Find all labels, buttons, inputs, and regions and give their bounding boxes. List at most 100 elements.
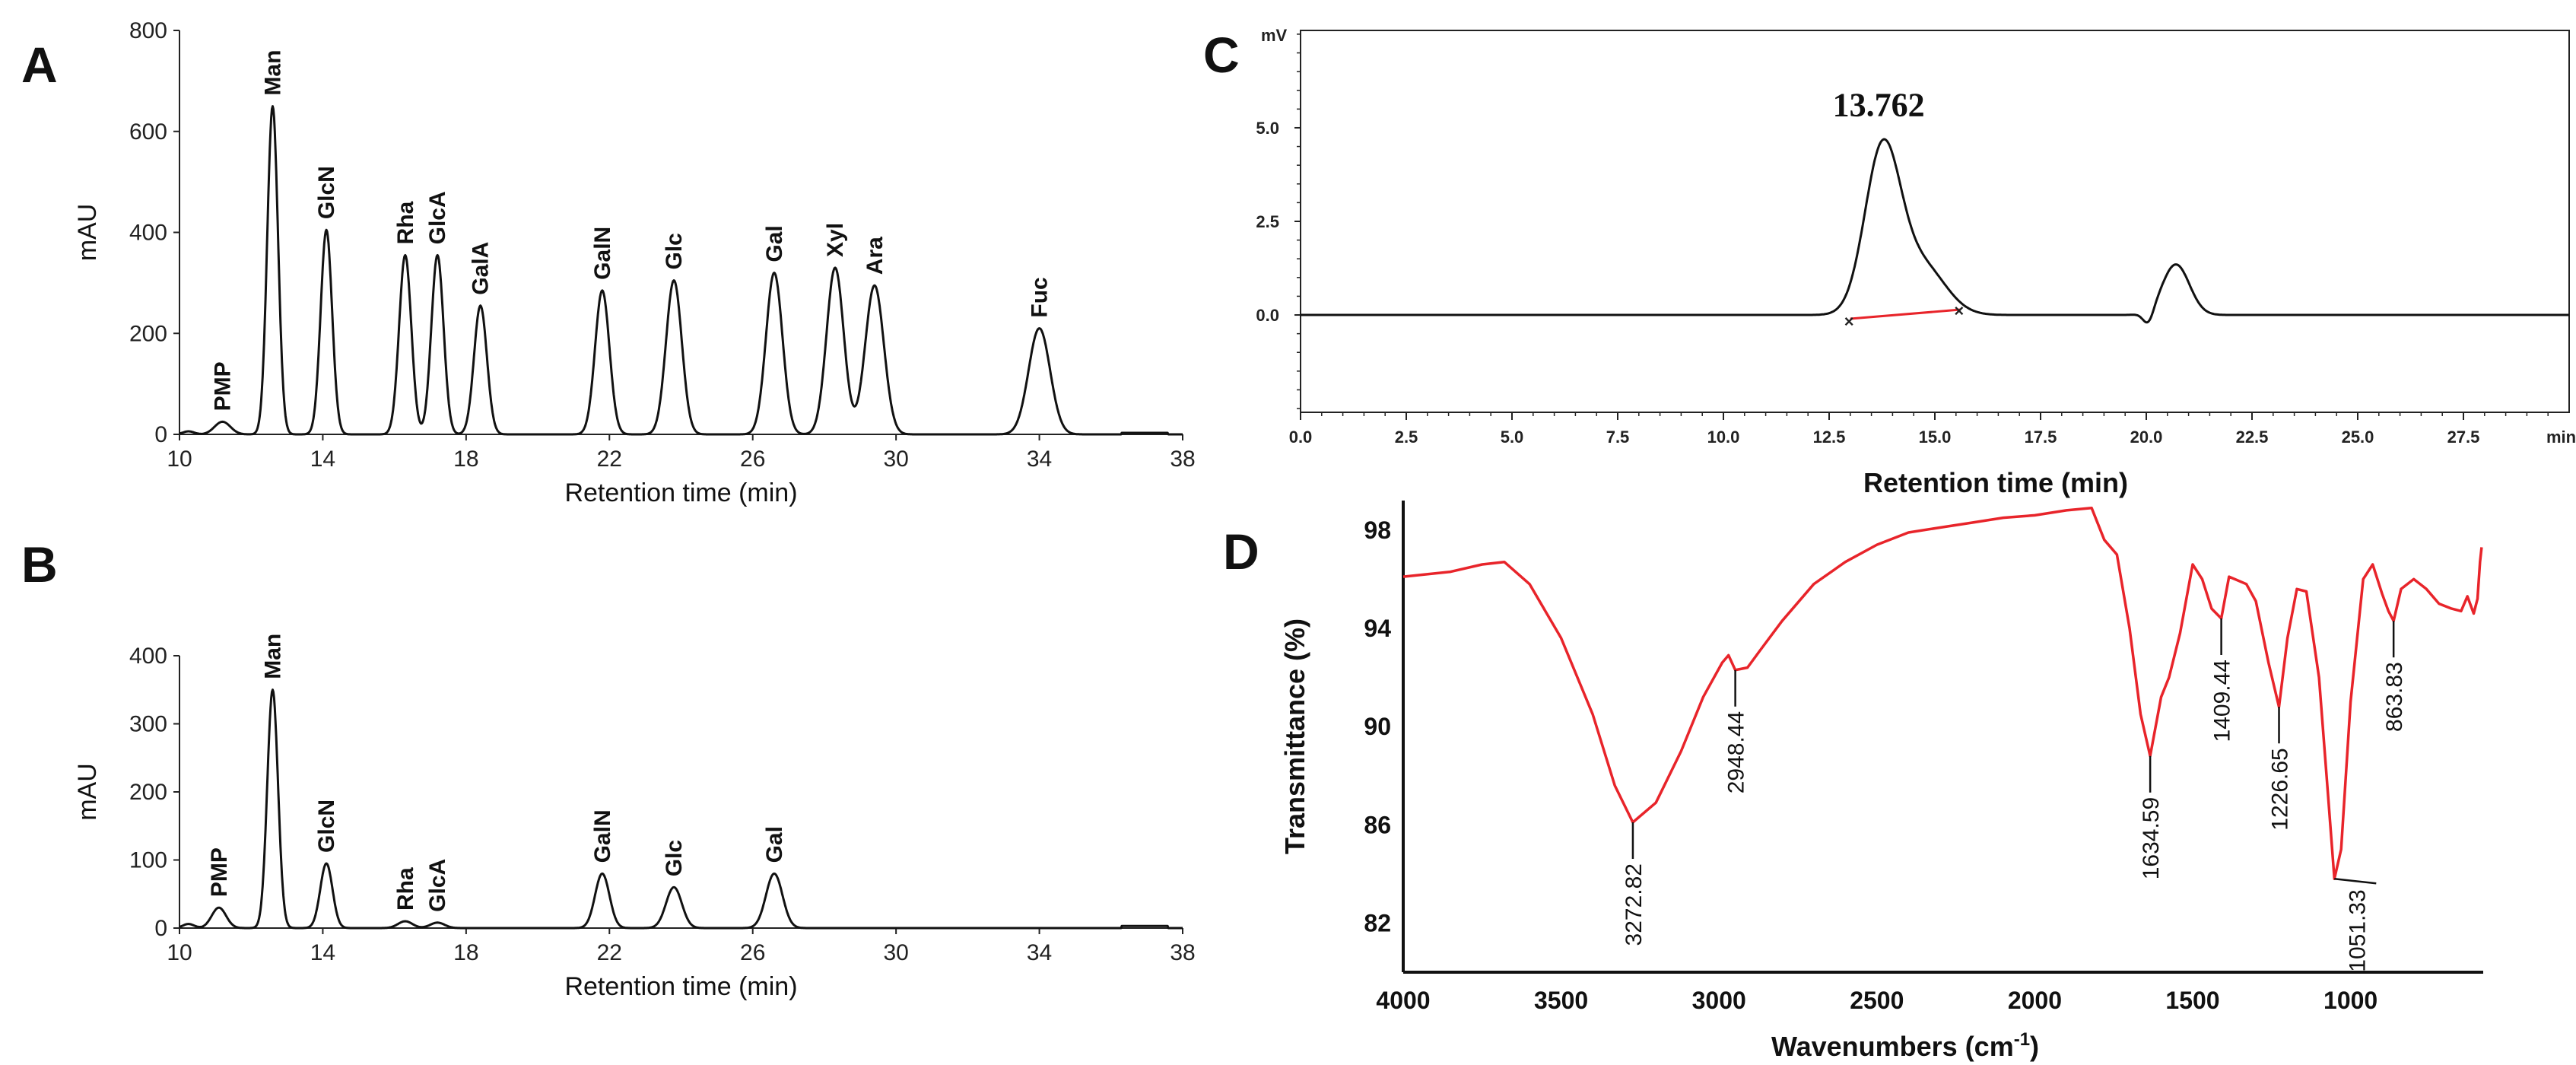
peak-label-gala: GalA: [469, 242, 494, 295]
peak-label-man: Man: [260, 634, 285, 679]
y-tick-label: 200: [129, 780, 167, 805]
x-tick-label: 18: [453, 940, 478, 965]
x-tick-label: 1000: [2323, 987, 2377, 1014]
main-peak-label: 13.762: [1833, 87, 1925, 124]
peak-label-glca: GlcA: [425, 859, 450, 912]
x-tick-label: 3500: [1534, 987, 1588, 1014]
y-tick-label: 600: [129, 119, 167, 145]
y-tick-label: 86: [1364, 811, 1391, 838]
x-tick-label: 22: [597, 940, 622, 965]
x-tick-label: 34: [1027, 940, 1052, 965]
peak-label-glca: GlcA: [425, 191, 450, 244]
x-axis-title-main: Wavenumbers (cm: [1771, 1031, 2014, 1062]
y-tick-label: 98: [1364, 517, 1391, 544]
y-tick-label: 82: [1364, 909, 1391, 936]
x-tick-label: 26: [740, 447, 765, 472]
peak-label-glcn: GlcN: [314, 800, 339, 853]
x-tick-label: 14: [310, 447, 335, 472]
x-tick-label: 2500: [1850, 987, 1904, 1014]
y-tick-label: 100: [129, 848, 167, 873]
y-tick-label: 90: [1364, 713, 1391, 740]
panel-d-chart: 4000 3500 3000 2500 2000 1500 1000 82 86 90 94 98 Wa…: [1279, 501, 2483, 1062]
y-tick-label: 0.0: [1256, 306, 1279, 325]
x-tick-label: 10: [167, 940, 192, 965]
x-tick-label: 3000: [1692, 987, 1746, 1014]
x-tick-label: 20.0: [2130, 428, 2163, 447]
peak-label-galn: GalN: [590, 809, 615, 863]
y-tick-label: 400: [129, 644, 167, 669]
x-axis-title: Retention time (min): [564, 972, 797, 1001]
peak-label-fuc: Fuc: [1028, 277, 1053, 317]
peak-label-xyl: Xyl: [823, 223, 848, 257]
y-tick-label: 5.0: [1256, 119, 1279, 138]
peak-label-pmp: PMP: [211, 361, 236, 411]
panel-letter-d: D: [1223, 523, 1259, 580]
y-unit-label: mV: [1261, 26, 1288, 45]
peak-label-glc: Glc: [662, 840, 687, 876]
annotation-label: 863.83: [2382, 662, 2407, 732]
peak-label-gal: Gal: [762, 225, 787, 262]
peak-label-galn: GalN: [590, 227, 615, 280]
x-tick-label: 0.0: [1289, 428, 1313, 447]
panel-letter-c: C: [1203, 27, 1240, 83]
x-tick-label: 7.5: [1606, 428, 1630, 447]
x-axis-title: Retention time (min): [1863, 467, 2128, 498]
x-tick-label: 30: [883, 447, 908, 472]
x-tick-label: 17.5: [2025, 428, 2057, 447]
y-tick-label: 400: [129, 221, 167, 246]
x-tick-label: 15.0: [1919, 428, 1952, 447]
x-tick-label: 2.5: [1395, 428, 1418, 447]
x-tick-label: 27.5: [2447, 428, 2480, 447]
x-tick-label: 38: [1170, 940, 1195, 965]
peak-label-glc: Glc: [662, 233, 687, 269]
annotation-label: 3272.82: [1622, 863, 1647, 946]
annotation-line: [2334, 878, 2377, 885]
y-tick-label: 200: [129, 321, 167, 346]
chromatogram-trace: [179, 105, 1183, 436]
y-tick-label: 0: [154, 422, 167, 447]
x-tick-label: 22.5: [2236, 428, 2269, 447]
x-tick-label: 18: [453, 447, 478, 472]
y-axis-title: mAU: [73, 763, 102, 821]
y-tick-label: 300: [129, 712, 167, 737]
x-tick-label: 38: [1170, 447, 1195, 472]
panel-letter-b: B: [21, 536, 58, 593]
x-axis-title-sup: -1: [2014, 1029, 2030, 1050]
integration-baseline: [1850, 308, 1961, 320]
panel-c-chart: 0.0 2.5 5.0 7.5 10.0 12.5 15.0 17.5 20.0 22.5 25.0…: [1256, 26, 2576, 498]
x-tick-label: 4000: [1376, 987, 1430, 1014]
x-tick-label: 25.0: [2342, 428, 2374, 447]
x-unit-label: min: [2546, 428, 2576, 447]
x-axis-title: Retention time (min): [564, 478, 797, 507]
panel-a-chart: 10 14 18 22 26 30 34 38 0 200 400 600 800 Retention t…: [73, 18, 1196, 507]
baseline-end-marker: ×: [1954, 301, 1964, 320]
y-axis-title: mAU: [73, 204, 102, 262]
x-tick-label: 22: [597, 447, 622, 472]
annotation-label: 1226.65: [2268, 748, 2293, 830]
x-tick-label: 10: [167, 447, 192, 472]
x-tick-label: 10.0: [1707, 428, 1740, 447]
x-axis-title: Wavenumbers (cm-1): [1771, 1029, 2039, 1062]
x-tick-label: 26: [740, 940, 765, 965]
annotation-label: 1634.59: [2139, 797, 2164, 879]
peak-label-gal: Gal: [762, 826, 787, 863]
x-tick-label: 5.0: [1501, 428, 1524, 447]
peak-label-rha: Rha: [393, 867, 418, 911]
annotation-label: 1409.44: [2210, 660, 2235, 742]
y-tick-label: 94: [1364, 615, 1391, 642]
y-tick-label: 2.5: [1256, 212, 1279, 231]
x-tick-label: 12.5: [1813, 428, 1846, 447]
peak-label-man: Man: [260, 50, 285, 96]
peak-label-rha: Rha: [393, 201, 418, 244]
chromatogram-trace: [179, 688, 1183, 930]
x-tick-label: 30: [883, 940, 908, 965]
peak-label-glcn: GlcN: [314, 166, 339, 219]
x-tick-label: 1500: [2165, 987, 2219, 1014]
gpc-trace: [1300, 138, 2570, 324]
annotation-label: 1051.33: [2345, 889, 2370, 971]
peak-label-pmp: PMP: [207, 847, 232, 897]
y-axis-title: Transmittance (%): [1279, 618, 1310, 854]
x-tick-label: 2000: [2008, 987, 2062, 1014]
ir-spectrum: [1402, 506, 2483, 881]
